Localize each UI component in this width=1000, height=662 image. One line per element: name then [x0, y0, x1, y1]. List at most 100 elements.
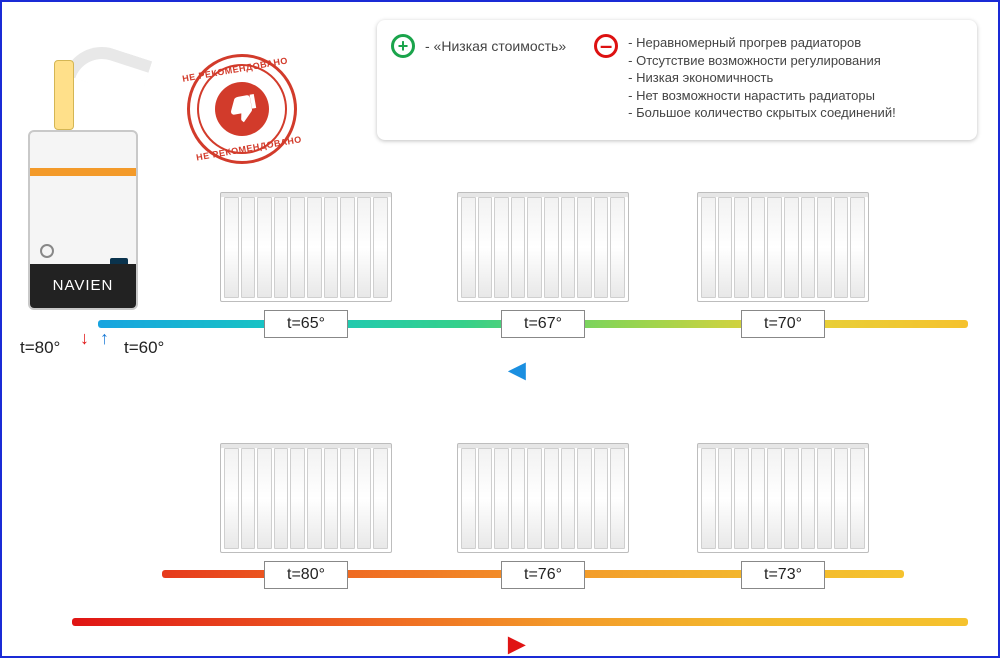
radiator-fin [340, 448, 355, 549]
radiator-bottom-1: t=80° [220, 443, 392, 573]
supply-flow-arrow-icon: ► [502, 628, 532, 662]
radiator-body [697, 443, 869, 553]
radiator-fin [274, 197, 289, 298]
return-flow-arrow-icon: ◄ [502, 354, 532, 388]
not-recommended-stamp: НЕ РЕКОМЕНДОВАНО НЕ РЕКОМЕНДОВАНО [178, 45, 305, 172]
radiator-fin [478, 197, 493, 298]
radiator-fin [610, 448, 625, 549]
radiator-fin [577, 448, 592, 549]
plus-icon: + [391, 34, 415, 58]
radiator-fin [307, 197, 322, 298]
temp-label: t=80° [264, 561, 348, 589]
radiator-fin [461, 197, 476, 298]
radiator-body [220, 192, 392, 302]
radiator-fin [767, 197, 782, 298]
radiator-top-3: t=70° [697, 192, 869, 322]
flue-bend [64, 37, 152, 100]
radiator-fin [527, 197, 542, 298]
wall-boiler: NAVIEN [28, 110, 138, 310]
radiator-fin [594, 448, 609, 549]
radiator-fin [373, 197, 388, 298]
radiator-body [457, 443, 629, 553]
radiator-fin [544, 448, 559, 549]
radiator-fin [784, 448, 799, 549]
radiator-fin [527, 448, 542, 549]
radiator-body [220, 443, 392, 553]
arrow-down-icon: ↓ [80, 328, 89, 349]
radiator-fin [594, 197, 609, 298]
radiator-fin [511, 197, 526, 298]
heating-scheme-diagram: + - «Низкая стоимость» – Неравномерный п… [0, 0, 1000, 658]
radiator-fin [701, 197, 716, 298]
radiator-fin [817, 448, 832, 549]
radiator-fin [718, 197, 733, 298]
radiator-body [457, 192, 629, 302]
cons-item: Нет возможности нарастить радиаторы [628, 87, 896, 105]
pipe-supply-main [72, 618, 968, 626]
radiator-fin [511, 448, 526, 549]
temp-label: t=65° [264, 310, 348, 338]
radiator-fin [478, 448, 493, 549]
radiator-fin [751, 197, 766, 298]
radiator-fin [817, 197, 832, 298]
radiator-fin [357, 197, 372, 298]
radiator-bottom-3: t=73° [697, 443, 869, 573]
radiator-fin [850, 448, 865, 549]
radiator-fin [801, 197, 816, 298]
radiator-fin [850, 197, 865, 298]
radiator-fin [290, 448, 305, 549]
radiator-fin [801, 448, 816, 549]
radiator-fin [241, 197, 256, 298]
radiator-fin [494, 448, 509, 549]
radiator-fin [373, 448, 388, 549]
radiator-fin [274, 448, 289, 549]
cons-list: Неравномерный прогрев радиаторов Отсутст… [628, 34, 896, 130]
minus-icon: – [594, 34, 618, 58]
radiator-fin [224, 448, 239, 549]
radiator-fin [357, 448, 372, 549]
radiator-fin [324, 197, 339, 298]
radiator-fin [734, 197, 749, 298]
radiator-fin [561, 448, 576, 549]
radiator-fin [577, 197, 592, 298]
pros-text: - «Низкая стоимость» [425, 34, 566, 130]
radiator-fin [290, 197, 305, 298]
pros-column: + - «Низкая стоимость» [391, 34, 566, 130]
radiator-fin [701, 448, 716, 549]
radiator-fin [241, 448, 256, 549]
temp-supply-out: t=80° [20, 338, 60, 358]
cons-item: Отсутствие возможности регулирования [628, 52, 896, 70]
radiator-fin [561, 197, 576, 298]
radiator-fin [734, 448, 749, 549]
radiator-fin [494, 197, 509, 298]
cons-item: Низкая экономичность [628, 69, 896, 87]
radiator-fin [461, 448, 476, 549]
radiator-fin [307, 448, 322, 549]
radiator-fin [224, 197, 239, 298]
radiator-top-1: t=65° [220, 192, 392, 322]
cons-item: Неравномерный прогрев радиаторов [628, 34, 896, 52]
boiler-logo: NAVIEN [30, 277, 136, 294]
radiator-fin [751, 448, 766, 549]
radiator-fin [324, 448, 339, 549]
radiator-fin [340, 197, 355, 298]
temp-return-in: t=60° [124, 338, 164, 358]
radiator-body [697, 192, 869, 302]
radiator-fin [257, 197, 272, 298]
temp-label: t=70° [741, 310, 825, 338]
radiator-fin [767, 448, 782, 549]
radiator-fin [544, 197, 559, 298]
arrow-up-icon: ↑ [100, 328, 109, 349]
cons-item: Большое количество скрытых соединений! [628, 104, 896, 122]
radiator-bottom-2: t=76° [457, 443, 629, 573]
radiator-fin [718, 448, 733, 549]
radiator-fin [784, 197, 799, 298]
boiler-body: NAVIEN [28, 130, 138, 310]
radiator-fin [257, 448, 272, 549]
radiator-fin [834, 197, 849, 298]
radiator-top-2: t=67° [457, 192, 629, 322]
radiator-fin [610, 197, 625, 298]
radiator-fin [834, 448, 849, 549]
temp-label: t=67° [501, 310, 585, 338]
cons-column: – Неравномерный прогрев радиаторов Отсут… [594, 34, 896, 130]
